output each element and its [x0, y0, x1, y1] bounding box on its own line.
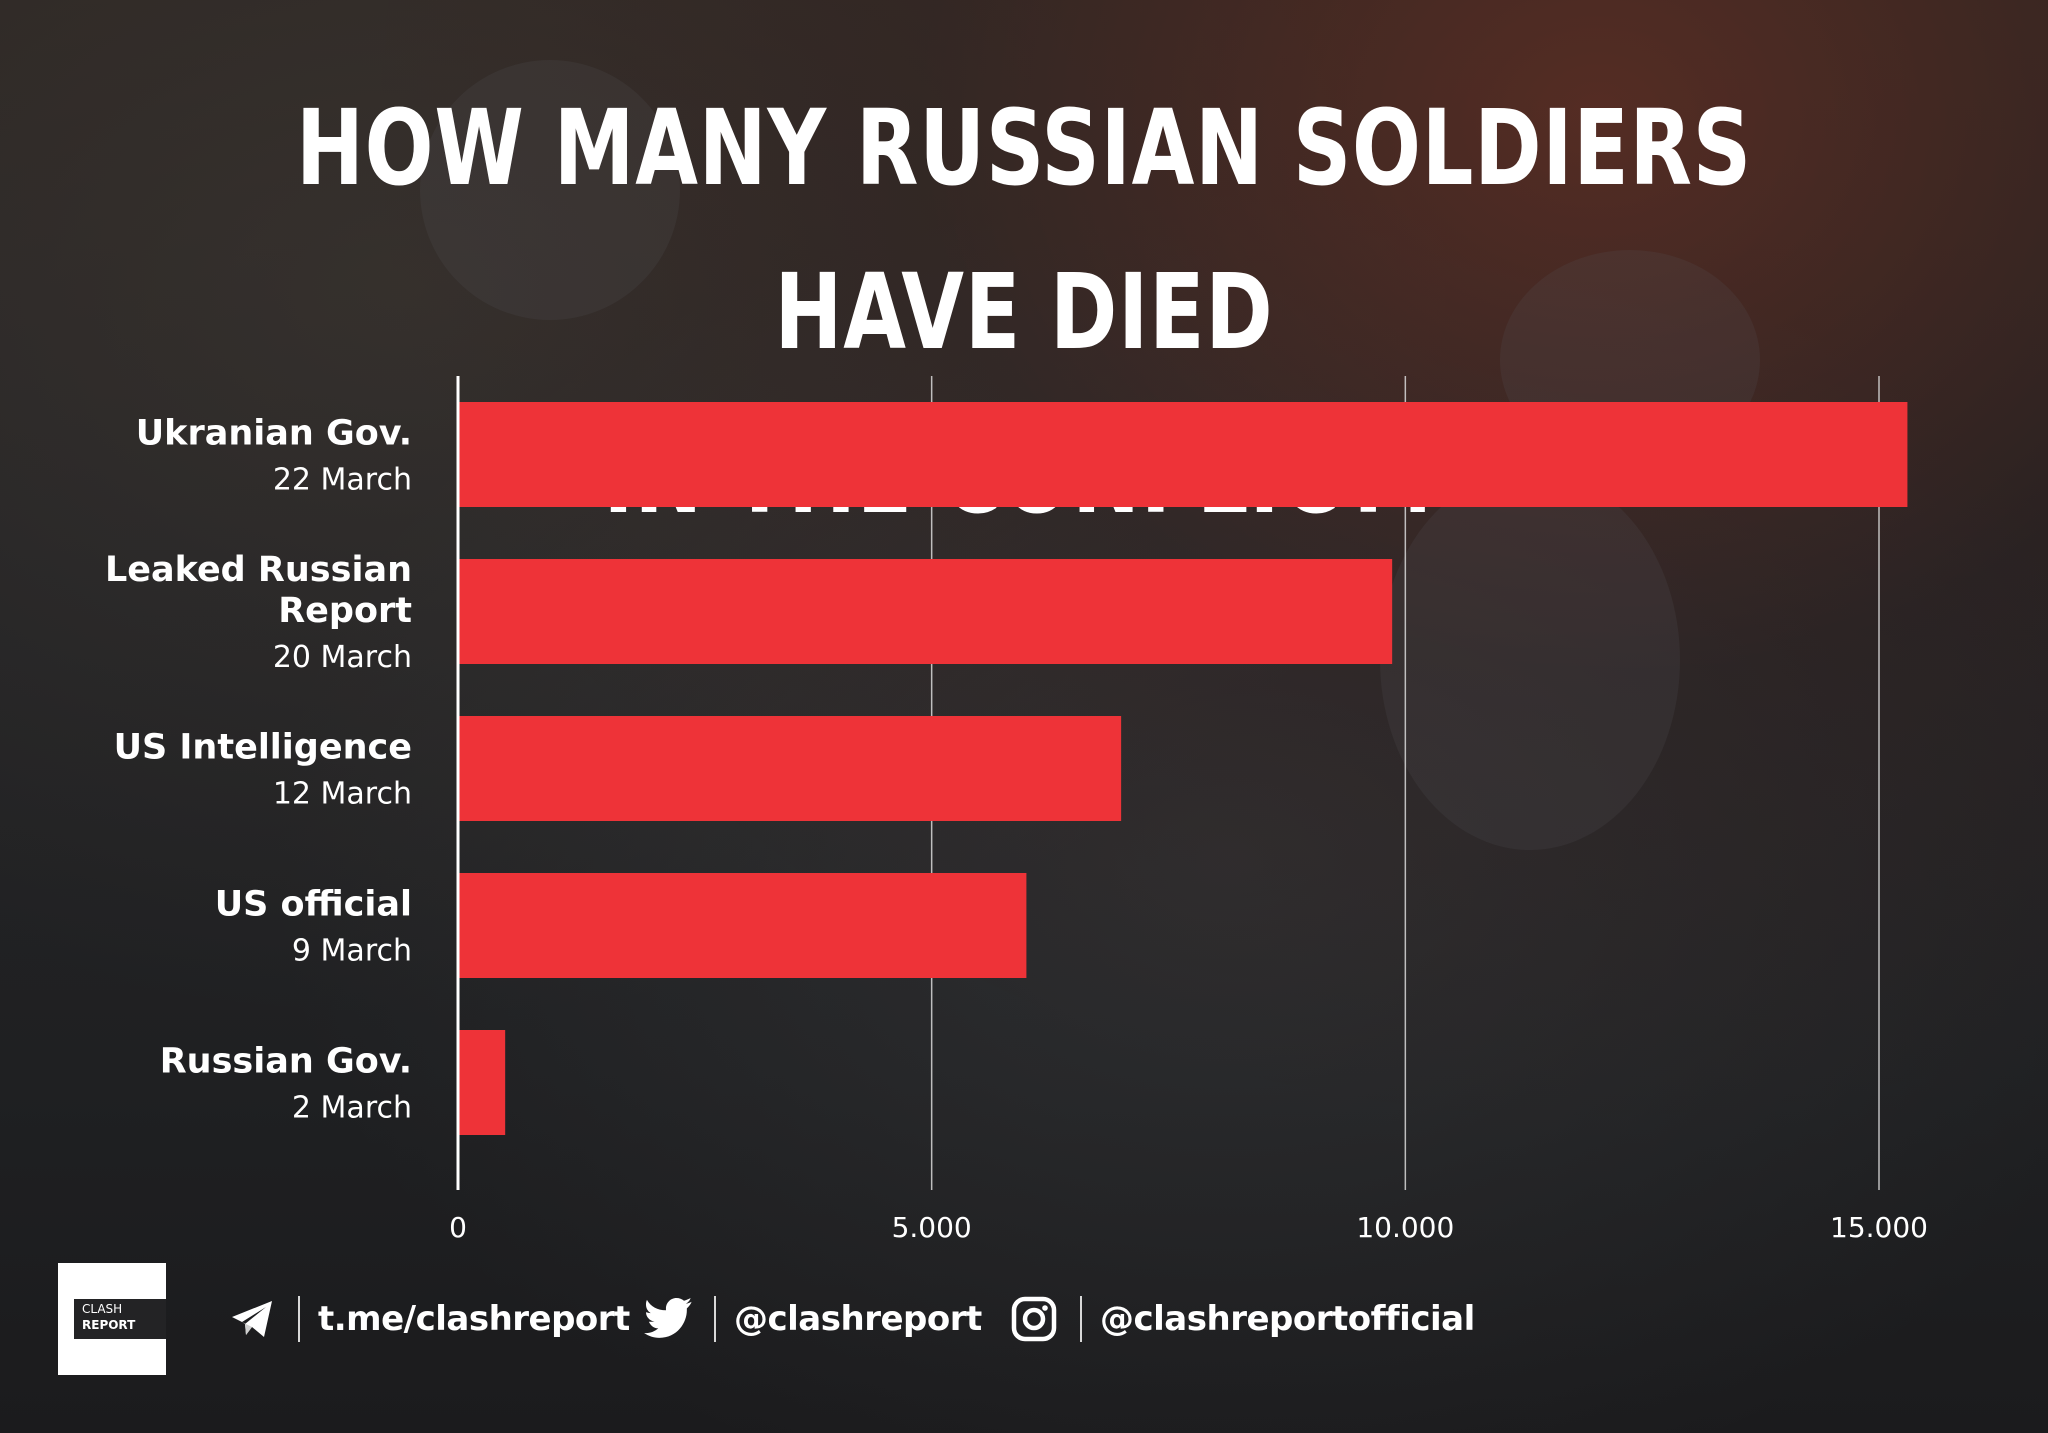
telegram-link[interactable]: t.me/clashreport [224, 1289, 630, 1349]
x-tick-label-15000: 15.000 [1830, 1211, 1928, 1244]
bar-2 [458, 716, 1122, 821]
category-date-2: 12 March [273, 777, 412, 812]
background-soldier-shape [420, 60, 680, 320]
background-vehicle-shape [1380, 470, 1680, 850]
instagram-icon [1006, 1291, 1062, 1347]
clash-report-logo: CLASH REPORT [58, 1263, 166, 1375]
title-line-1: HOW MANY RUSSIAN SOLDIERS HAVE DIED [296, 87, 1752, 373]
category-label-1-line-0: Leaked Russian [105, 550, 412, 590]
bar-3 [458, 873, 1027, 978]
x-tick-label-10000: 10.000 [1356, 1211, 1454, 1244]
logo-inner: CLASH REPORT [74, 1299, 148, 1339]
instagram-link[interactable]: @clashreportofficial [1006, 1289, 1475, 1349]
category-label-0: Ukranian Gov. [136, 414, 412, 454]
divider [1080, 1296, 1082, 1342]
x-tick-label-0: 0 [449, 1211, 467, 1244]
footer: CLASH REPORT t.me/clashreport @cl [58, 1263, 1958, 1375]
bar-0 [458, 402, 1908, 507]
logo-notch [148, 1299, 166, 1339]
category-date-1: 20 March [273, 640, 412, 675]
category-date-0: 22 March [273, 463, 412, 498]
logo-text-line-1: CLASH [82, 1302, 123, 1316]
twitter-handle: @clashreport [734, 1299, 982, 1339]
x-tick-label-5000: 5.000 [892, 1211, 972, 1244]
telegram-icon [224, 1291, 280, 1347]
twitter-icon [640, 1291, 696, 1347]
logo-text-line-2: REPORT [82, 1318, 136, 1332]
bar-4 [458, 1030, 506, 1135]
twitter-link[interactable]: @clashreport [640, 1289, 982, 1349]
category-date-3: 9 March [292, 934, 412, 969]
category-label-1-line-1: Report [278, 591, 412, 631]
telegram-handle: t.me/clashreport [318, 1299, 630, 1339]
category-label-4: Russian Gov. [160, 1042, 412, 1082]
divider [298, 1296, 300, 1342]
category-label-3: US official [215, 885, 412, 925]
category-date-4: 2 March [292, 1091, 412, 1126]
instagram-handle: @clashreportofficial [1100, 1299, 1475, 1339]
divider [714, 1296, 716, 1342]
bar-1 [458, 559, 1393, 664]
category-label-2: US Intelligence [114, 728, 412, 768]
